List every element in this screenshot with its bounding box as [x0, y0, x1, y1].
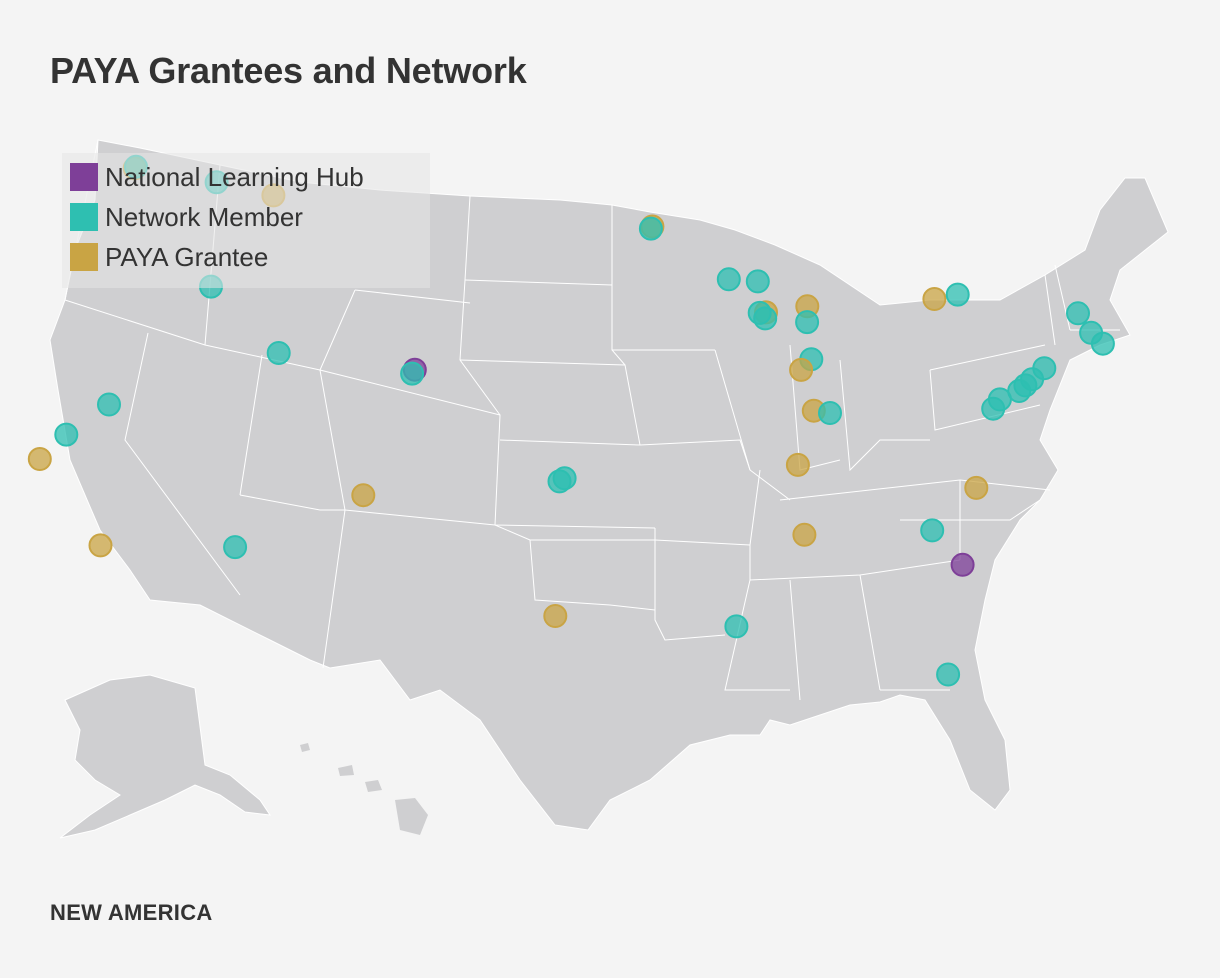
- map-marker-grantee[interactable]: [922, 287, 947, 311]
- map-marker-member[interactable]: [795, 310, 820, 335]
- map-marker-member[interactable]: [818, 401, 842, 425]
- map-marker-member[interactable]: [638, 216, 663, 241]
- map-marker-grantee[interactable]: [88, 533, 113, 558]
- map-marker-grantee[interactable]: [789, 357, 814, 382]
- map-marker-member[interactable]: [97, 392, 121, 417]
- map-marker-member[interactable]: [1090, 331, 1115, 356]
- map-marker-grantee[interactable]: [785, 452, 810, 477]
- legend-swatch-member: [70, 203, 98, 231]
- legend-item-grantee: PAYA Grantee: [70, 237, 364, 277]
- map-marker-member[interactable]: [920, 518, 945, 543]
- map-marker-member[interactable]: [266, 341, 291, 365]
- legend-label-hub: National Learning Hub: [105, 161, 364, 192]
- hawaii-landmass: [300, 743, 428, 835]
- legend-item-member: Network Member: [70, 197, 364, 237]
- marker-layer: [27, 154, 1115, 687]
- map-marker-grantee[interactable]: [543, 604, 568, 628]
- map-marker-member[interactable]: [1066, 301, 1090, 326]
- map-marker-grantee[interactable]: [351, 483, 376, 508]
- map-marker-member[interactable]: [716, 267, 741, 292]
- map-marker-member[interactable]: [724, 614, 749, 639]
- map-marker-grantee[interactable]: [27, 447, 52, 471]
- map-marker-grantee[interactable]: [792, 522, 817, 547]
- alaska-landmass: [59, 674, 272, 839]
- map-marker-member[interactable]: [745, 269, 770, 294]
- legend-swatch-hub: [70, 163, 98, 191]
- map-marker-member[interactable]: [936, 662, 961, 687]
- map-marker-member[interactable]: [945, 282, 970, 307]
- map-marker-member[interactable]: [400, 361, 425, 386]
- map-marker-member[interactable]: [547, 469, 572, 494]
- new-america-logo: NEW AMERICA: [50, 900, 213, 925]
- legend-label-member: Network Member: [105, 201, 303, 232]
- legend-label-grantee: PAYA Grantee: [105, 241, 269, 272]
- legend-item-hub: National Learning Hub: [70, 157, 364, 197]
- legend-swatch-grantee: [70, 243, 98, 271]
- map-marker-hub[interactable]: [950, 552, 975, 577]
- legend-panel: [62, 153, 430, 288]
- map-marker-member[interactable]: [54, 422, 79, 447]
- page-title: PAYA Grantees and Network: [50, 50, 527, 91]
- map-marker-member[interactable]: [753, 306, 778, 331]
- map-marker-grantee[interactable]: [964, 475, 989, 500]
- legend: National Learning Hub Network Member PAY…: [70, 157, 364, 277]
- map-marker-member[interactable]: [223, 535, 248, 560]
- map-marker-member[interactable]: [981, 396, 1006, 421]
